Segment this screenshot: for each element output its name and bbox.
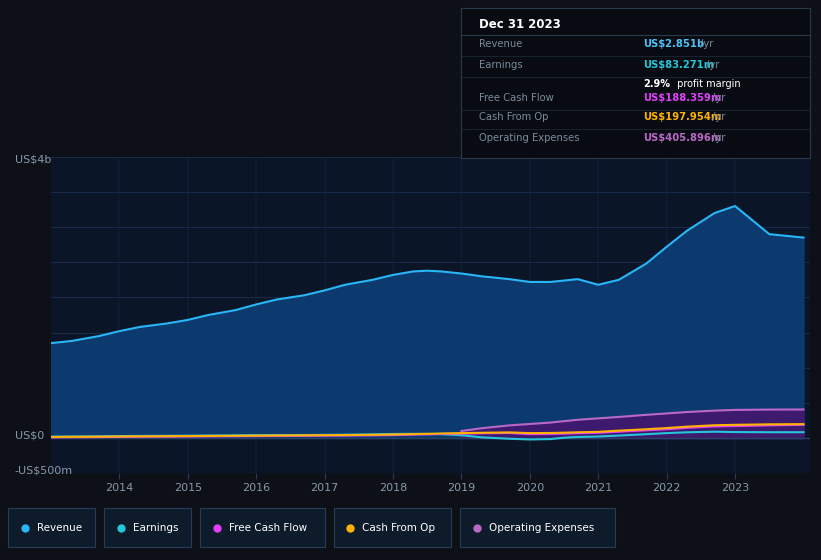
Text: Operating Expenses: Operating Expenses <box>479 133 580 143</box>
Text: US$0: US$0 <box>15 431 44 441</box>
Text: Revenue: Revenue <box>479 39 522 49</box>
Text: /yr: /yr <box>706 60 719 70</box>
FancyBboxPatch shape <box>104 508 191 547</box>
Text: /yr: /yr <box>712 133 725 143</box>
Text: US$197.954m: US$197.954m <box>643 113 721 123</box>
FancyBboxPatch shape <box>334 508 451 547</box>
Text: /yr: /yr <box>699 39 713 49</box>
Text: 2.9%: 2.9% <box>643 80 670 90</box>
Text: profit margin: profit margin <box>674 80 741 90</box>
Text: Revenue: Revenue <box>37 522 82 533</box>
Text: US$2.851b: US$2.851b <box>643 39 704 49</box>
Text: Earnings: Earnings <box>133 522 178 533</box>
Text: /yr: /yr <box>712 113 725 123</box>
Text: Free Cash Flow: Free Cash Flow <box>479 93 553 103</box>
Text: US$83.271m: US$83.271m <box>643 60 714 70</box>
FancyBboxPatch shape <box>200 508 324 547</box>
Text: Free Cash Flow: Free Cash Flow <box>229 522 307 533</box>
Text: US$405.896m: US$405.896m <box>643 133 721 143</box>
Text: Operating Expenses: Operating Expenses <box>488 522 594 533</box>
Text: US$4b: US$4b <box>15 155 51 165</box>
Text: -US$500m: -US$500m <box>15 465 73 475</box>
Text: Cash From Op: Cash From Op <box>362 522 435 533</box>
FancyBboxPatch shape <box>8 508 95 547</box>
Text: Dec 31 2023: Dec 31 2023 <box>479 17 561 31</box>
Text: /yr: /yr <box>712 93 725 103</box>
Text: Earnings: Earnings <box>479 60 522 70</box>
FancyBboxPatch shape <box>460 508 615 547</box>
Text: US$188.359m: US$188.359m <box>643 93 721 103</box>
Text: Cash From Op: Cash From Op <box>479 113 548 123</box>
